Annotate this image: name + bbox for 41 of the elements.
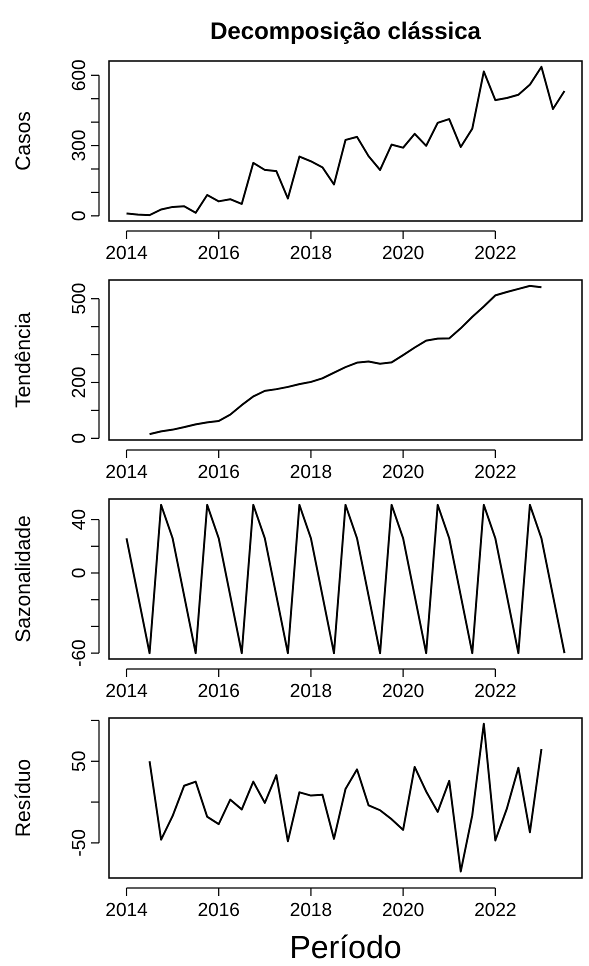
x-tick-label: 2018 bbox=[290, 681, 332, 702]
y-tick-label: 300 bbox=[69, 130, 90, 162]
x-tick-label: 2020 bbox=[382, 243, 424, 264]
x-tick-label: 2022 bbox=[474, 243, 516, 264]
y-tick-label: 200 bbox=[69, 366, 90, 398]
y-axis-title: Tendência bbox=[12, 312, 35, 408]
y-tick-label: 50 bbox=[69, 750, 90, 772]
x-tick-label: 2014 bbox=[105, 243, 148, 264]
line-series bbox=[126, 504, 566, 654]
x-tick-label: 2020 bbox=[382, 681, 424, 702]
x-tick-label: 2020 bbox=[382, 900, 424, 921]
y-tick-label: 500 bbox=[69, 282, 90, 315]
y-tick-label: 0 bbox=[69, 433, 90, 444]
x-tick-label: 2022 bbox=[474, 462, 516, 483]
y-tick-label: 0 bbox=[69, 568, 90, 578]
y-axis-title: Casos bbox=[12, 111, 35, 171]
x-tick-label: 2018 bbox=[290, 462, 332, 483]
x-tick-label: 2014 bbox=[105, 681, 148, 702]
chart-title: Decomposição clássica bbox=[210, 18, 482, 45]
x-tick-label: 2022 bbox=[474, 681, 516, 702]
x-tick-label: 2016 bbox=[198, 243, 240, 264]
x-tick-label: 2018 bbox=[290, 243, 332, 264]
y-tick-label: 0 bbox=[69, 210, 90, 222]
x-tick-label: 2014 bbox=[105, 462, 148, 483]
x-tick-label: 2014 bbox=[105, 900, 148, 921]
x-tick-label: 2016 bbox=[198, 462, 240, 483]
y-axis-title: Sazonalidade bbox=[12, 515, 35, 643]
y-tick-label: -50 bbox=[69, 829, 90, 857]
line-series bbox=[148, 722, 542, 872]
x-tick-label: 2020 bbox=[382, 462, 424, 483]
y-tick-label: 40 bbox=[69, 508, 90, 530]
x-axis-title: Período bbox=[289, 929, 402, 965]
y-axis-title: Resíduo bbox=[12, 758, 35, 838]
x-tick-label: 2018 bbox=[290, 900, 332, 921]
line-series bbox=[148, 284, 542, 436]
line-series bbox=[126, 66, 566, 216]
x-tick-label: 2016 bbox=[198, 900, 240, 921]
y-tick-label: -60 bbox=[69, 639, 90, 667]
y-tick-label: 600 bbox=[69, 59, 90, 92]
x-tick-label: 2016 bbox=[198, 681, 240, 702]
x-tick-label: 2022 bbox=[474, 900, 516, 921]
